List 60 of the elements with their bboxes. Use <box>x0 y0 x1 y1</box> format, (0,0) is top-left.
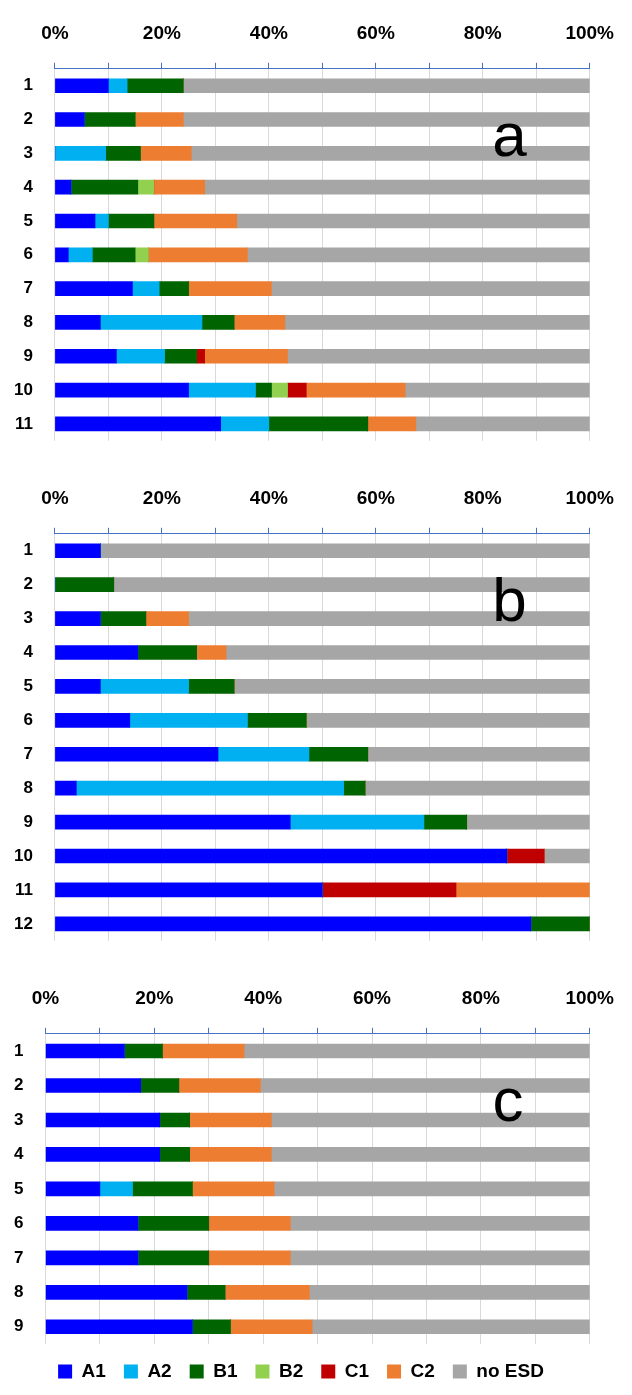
x-tick-label: 80% <box>461 986 500 1008</box>
x-tick-label: 40% <box>249 21 288 43</box>
x-tick-label: 0% <box>41 486 69 508</box>
y-tick-label: 8 <box>23 312 33 332</box>
x-tick-label: 40% <box>244 986 283 1008</box>
x-tick-label: 100% <box>565 986 615 1008</box>
annotation: b <box>492 564 527 634</box>
legend-label: C2 <box>410 1359 435 1381</box>
y-tick-label: 6 <box>23 244 33 264</box>
y-tick-label: 2 <box>23 574 33 594</box>
y-tick-label: 11 <box>14 879 33 899</box>
y-tick-label: 6 <box>13 1213 24 1233</box>
y-tick-label: 4 <box>13 1144 24 1164</box>
y-tick-label: 8 <box>23 777 33 797</box>
legend-label: no ESD <box>476 1359 544 1381</box>
x-tick-label: 0% <box>41 21 69 43</box>
legend-label: B2 <box>278 1359 304 1381</box>
y-tick-label: 4 <box>23 642 34 662</box>
y-tick-label: 1 <box>23 75 33 95</box>
y-tick-label: 7 <box>23 743 33 763</box>
x-tick-label: 60% <box>356 486 395 508</box>
y-tick-label: 8 <box>13 1281 24 1301</box>
y-tick-label: 9 <box>13 1316 24 1336</box>
y-tick-label: 5 <box>23 210 33 230</box>
x-tick-label: 100% <box>565 486 615 508</box>
y-tick-label: 2 <box>13 1075 24 1095</box>
x-tick-label: 80% <box>463 21 502 43</box>
y-tick-label: 1 <box>13 1040 24 1060</box>
y-tick-label: 11 <box>14 413 33 433</box>
x-tick-label: 20% <box>135 986 174 1008</box>
y-tick-label: 2 <box>23 109 33 129</box>
x-tick-label: 60% <box>352 986 392 1008</box>
y-tick-label: 3 <box>23 608 33 628</box>
x-tick-label: 80% <box>463 486 502 508</box>
y-tick-label: 7 <box>23 278 33 298</box>
y-tick-label: 10 <box>13 845 33 865</box>
y-tick-label: 5 <box>13 1178 24 1198</box>
y-tick-label: 1 <box>23 540 33 560</box>
y-tick-label: 5 <box>23 676 33 696</box>
y-tick-label: 10 <box>13 379 33 399</box>
y-tick-label: 9 <box>23 345 33 365</box>
x-tick-label: 20% <box>142 486 181 508</box>
legend-label: A2 <box>147 1359 172 1381</box>
annotation: c <box>492 1064 524 1134</box>
y-tick-label: 4 <box>23 176 34 196</box>
legend-label: A1 <box>81 1359 107 1381</box>
x-tick-label: 0% <box>31 986 60 1008</box>
legend-label: C1 <box>344 1359 370 1381</box>
y-tick-label: 7 <box>13 1247 24 1267</box>
x-tick-label: 40% <box>249 486 288 508</box>
y-tick-label: 3 <box>23 143 33 163</box>
y-tick-label: 12 <box>13 913 33 933</box>
annotation: a <box>492 99 528 169</box>
y-tick-label: 6 <box>23 710 33 730</box>
legend-label: B1 <box>213 1359 238 1381</box>
x-tick-label: 60% <box>356 21 395 43</box>
x-tick-label: 20% <box>142 21 181 43</box>
y-tick-label: 3 <box>13 1109 24 1129</box>
y-tick-label: 9 <box>23 811 33 831</box>
x-tick-label: 100% <box>565 21 615 43</box>
